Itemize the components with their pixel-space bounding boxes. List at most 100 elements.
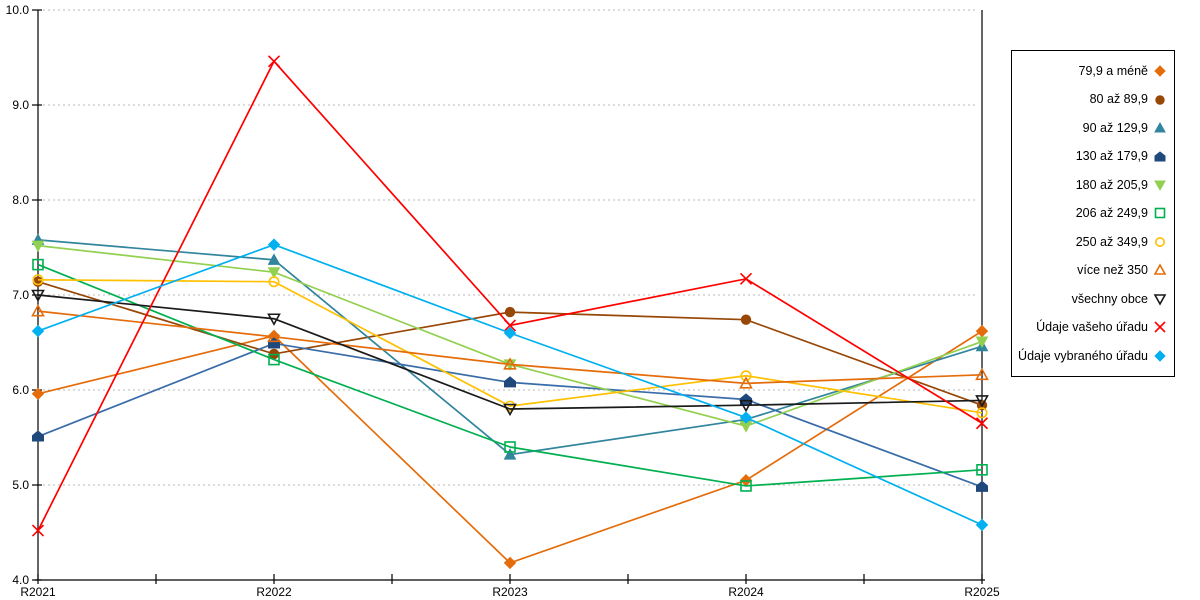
legend: 79,9 a méně 80 až 89,9 90 až 129,9 130 až 1…: [1011, 50, 1175, 377]
legend-label: 80 až 89,9: [1089, 92, 1148, 107]
legend-label: 79,9 a méně: [1078, 63, 1149, 78]
data-point-marker: [975, 417, 989, 430]
data-point-marker: [267, 267, 281, 279]
series--daje-vybran-ho-adu: [31, 238, 989, 532]
data-point-marker: [739, 376, 753, 389]
data-point-marker: [504, 376, 516, 388]
legend-item: více než 350: [1016, 263, 1167, 277]
y-tick-label: 10.0: [6, 3, 30, 17]
data-point-marker: [503, 448, 517, 460]
series--daje-va-eho-adu: [31, 55, 989, 537]
y-tick-label: 5.0: [12, 478, 29, 492]
legend-item: všechny obce: [1016, 292, 1167, 306]
x-tick-label: R2021: [20, 585, 56, 599]
data-point-marker: [503, 319, 517, 332]
data-point-marker: [32, 274, 44, 286]
series-line: [37, 278, 983, 414]
legend-marker-icon: [1155, 94, 1165, 105]
legend-marker-icon: [1153, 294, 1167, 306]
data-point-marker: [31, 387, 45, 401]
data-point-marker: [975, 395, 989, 408]
legend-label: 130 až 179,9: [1075, 149, 1148, 164]
y-tick-label: 4.0: [12, 573, 29, 587]
legend-marker-icon: [1153, 263, 1167, 276]
data-point-marker: [267, 238, 281, 251]
data-point-marker: [975, 518, 989, 532]
data-point-marker: [740, 314, 752, 325]
legend-item: Údaje vašeho úřadu: [1016, 320, 1167, 334]
legend-item: 79,9 a méně: [1016, 64, 1167, 78]
legend-label: všechny obce: [1071, 291, 1148, 306]
data-point-marker: [31, 324, 45, 338]
y-tick-label: 7.0: [12, 288, 29, 302]
data-point-marker: [1153, 263, 1167, 276]
data-point-marker: [975, 336, 989, 349]
data-point-marker: [1154, 180, 1166, 192]
data-point-marker: [1154, 208, 1166, 219]
legend-item: 250 až 349,9: [1016, 235, 1167, 249]
legend-label: Údaje vašeho úřadu: [1036, 320, 1148, 335]
data-point-marker: [1154, 321, 1166, 333]
legend-item: 206 až 249,9: [1016, 206, 1167, 220]
data-point-marker: [975, 324, 989, 338]
legend-label: více než 350: [1077, 263, 1148, 278]
series-90-a-129-9: [31, 233, 989, 460]
legend-marker-icon: [1154, 65, 1166, 77]
data-point-marker: [267, 329, 281, 343]
y-tick-label: 8.0: [12, 193, 29, 207]
data-point-marker: [503, 403, 517, 417]
data-point-marker: [976, 480, 988, 492]
data-point-marker: [267, 313, 281, 326]
data-point-marker: [268, 353, 280, 366]
legend-label: 250 až 349,9: [1075, 234, 1148, 249]
data-point-marker: [267, 253, 281, 265]
x-tick-label: R2025: [964, 585, 1000, 599]
data-point-marker: [503, 357, 517, 370]
data-point-marker: [739, 272, 753, 285]
x-tick-label: R2024: [728, 585, 764, 599]
data-point-marker: [740, 370, 752, 382]
data-point-marker: [1153, 294, 1167, 306]
data-point-marker: [32, 430, 44, 442]
data-point-marker: [31, 289, 45, 303]
data-point-marker: [503, 326, 517, 340]
data-point-marker: [267, 55, 281, 68]
x-tick-label: R2023: [492, 585, 528, 599]
legend-item: 180 až 205,9: [1016, 178, 1167, 192]
data-point-marker: [1154, 122, 1166, 133]
data-point-marker: [31, 303, 45, 317]
series-79-9-a-m-n-: [31, 324, 989, 570]
series-v-echny-obce: [31, 289, 989, 417]
y-tick-label: 9.0: [12, 98, 29, 112]
legend-marker-icon: [1154, 321, 1166, 333]
data-point-marker: [1154, 65, 1166, 77]
data-point-marker: [1155, 236, 1165, 247]
data-point-marker: [1154, 150, 1166, 162]
legend-item: Údaje vybraného úřadu: [1016, 349, 1167, 363]
legend-marker-icon: [1154, 150, 1166, 162]
data-point-marker: [976, 407, 988, 419]
legend-label: 90 až 129,9: [1082, 120, 1148, 135]
legend-item: 130 až 179,9: [1016, 150, 1167, 164]
data-point-marker: [268, 276, 280, 288]
data-point-marker: [32, 258, 44, 271]
data-point-marker: [739, 399, 753, 413]
data-point-marker: [504, 441, 516, 453]
legend-label: Údaje vybraného úřadu: [1018, 348, 1148, 363]
legend-marker-icon: [1154, 208, 1166, 219]
data-point-marker: [740, 480, 752, 492]
data-point-marker: [976, 463, 988, 476]
legend-marker-icon: [1154, 180, 1166, 192]
series-250-a-349-9: [32, 274, 988, 419]
data-point-marker: [504, 306, 516, 318]
series-v-ce-ne-350: [31, 303, 989, 389]
data-point-marker: [739, 411, 753, 424]
data-point-marker: [503, 556, 517, 570]
data-point-marker: [31, 240, 45, 253]
y-tick-label: 6.0: [12, 383, 29, 397]
legend-label: 180 až 205,9: [1075, 177, 1148, 192]
series-line: [37, 294, 983, 410]
data-point-marker: [31, 524, 45, 537]
